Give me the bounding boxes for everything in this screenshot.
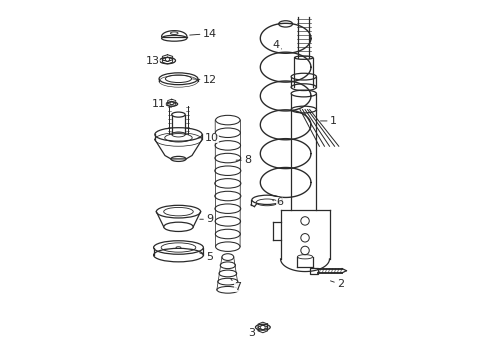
Text: 7: 7 xyxy=(230,279,241,292)
Text: 14: 14 xyxy=(189,28,216,39)
Text: 1: 1 xyxy=(320,116,336,126)
Text: 3: 3 xyxy=(248,328,260,338)
Text: 10: 10 xyxy=(198,133,219,143)
Text: 13: 13 xyxy=(146,55,164,66)
Text: 9: 9 xyxy=(200,214,213,224)
Text: 5: 5 xyxy=(199,252,213,262)
Text: 8: 8 xyxy=(236,155,251,165)
Text: 6: 6 xyxy=(272,197,283,207)
Text: 4: 4 xyxy=(271,40,281,50)
Text: 11: 11 xyxy=(152,99,168,109)
Text: 12: 12 xyxy=(192,75,216,85)
Text: 2: 2 xyxy=(330,279,344,289)
Bar xyxy=(309,268,317,274)
